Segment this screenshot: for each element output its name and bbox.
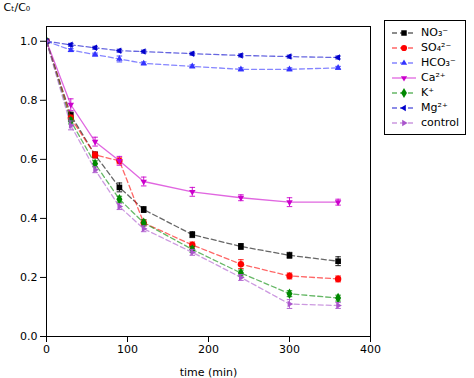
svg-text:0.6: 0.6 xyxy=(20,153,38,166)
html-text:Mg²⁺: Mg²⁺ xyxy=(421,101,448,114)
html-text:control: control xyxy=(421,116,460,129)
html-text:SO₄²⁻: SO₄²⁻ xyxy=(421,41,452,54)
svg-text:0.2: 0.2 xyxy=(20,271,38,284)
svg-text:300: 300 xyxy=(279,343,300,356)
svg-text:400: 400 xyxy=(360,343,381,356)
svg-text:0.4: 0.4 xyxy=(20,212,38,225)
svg-text:0.0: 0.0 xyxy=(20,330,38,343)
svg-text:0.8: 0.8 xyxy=(20,94,38,107)
svg-text:100: 100 xyxy=(117,343,138,356)
html-text:K⁺: K⁺ xyxy=(421,86,434,99)
svg-text:1.0: 1.0 xyxy=(20,35,38,48)
html-text:Ca²⁺: Ca²⁺ xyxy=(421,71,446,84)
svg-text:0: 0 xyxy=(43,343,50,356)
html-text:HCO₃⁻: HCO₃⁻ xyxy=(421,56,456,69)
svg-text:200: 200 xyxy=(198,343,219,356)
svg-text:Cₜ/C₀: Cₜ/C₀ xyxy=(4,1,31,14)
svg-text:time (min): time (min) xyxy=(180,366,238,378)
html-text:NO₃⁻: NO₃⁻ xyxy=(421,26,449,39)
